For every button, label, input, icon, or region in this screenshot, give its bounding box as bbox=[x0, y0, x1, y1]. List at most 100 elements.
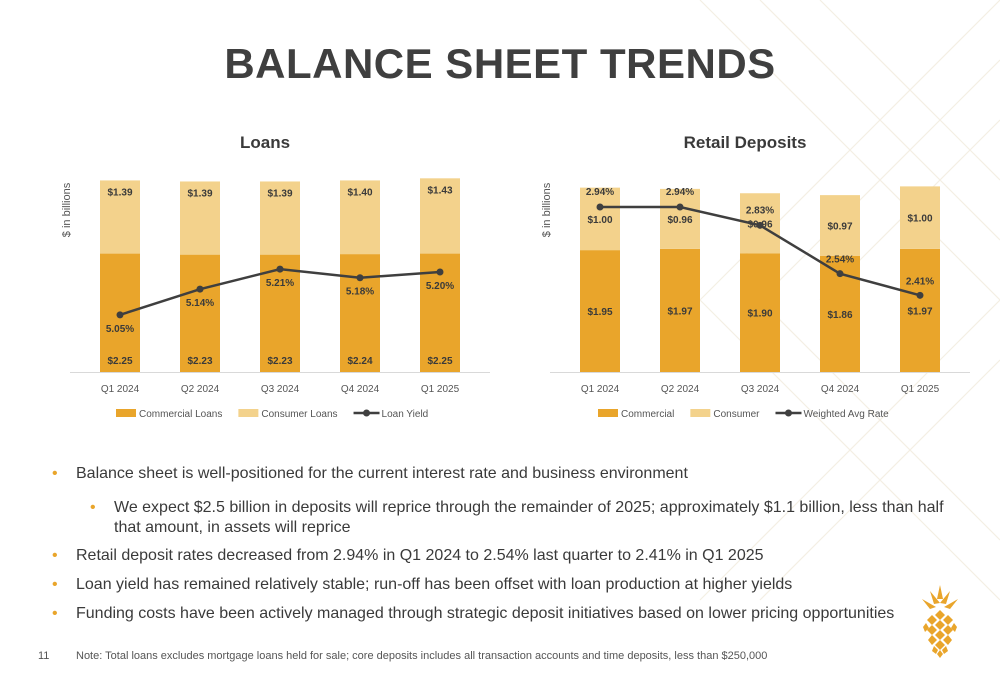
line-point bbox=[196, 285, 204, 293]
loans-chart: Loans $ in billions $2.25 $1.39 Q1 2024 $2.23… bbox=[61, 133, 490, 420]
bar-segment-consumer bbox=[660, 188, 700, 249]
bar-data-label: $2.24 bbox=[347, 356, 372, 367]
bullet-subitem: • We expect $2.5 billion in deposits wil… bbox=[52, 498, 944, 538]
line-data-label: 2.83% bbox=[746, 205, 774, 216]
bullet-text: Loan yield has remained relatively stabl… bbox=[76, 576, 793, 593]
line-data-label: 2.41% bbox=[906, 276, 934, 287]
legend-label: Commercial bbox=[621, 409, 674, 420]
chart-title: Retail Deposits bbox=[684, 133, 807, 152]
bullet-text: We expect $2.5 billion in deposits will … bbox=[114, 499, 944, 536]
line-point bbox=[436, 268, 444, 276]
x-tick-label: Q1 2025 bbox=[421, 384, 460, 395]
line-point bbox=[756, 221, 764, 229]
bullet-dot: • bbox=[52, 465, 58, 482]
page-title: BALANCE SHEET TRENDS bbox=[224, 40, 776, 87]
footnote: Note: Total loans excludes mortgage loan… bbox=[76, 650, 768, 662]
bar-segment-commercial-loans bbox=[260, 254, 300, 372]
bar-data-label: $1.95 bbox=[587, 307, 612, 318]
bar-segment-commercial bbox=[660, 248, 700, 372]
bar-segment-consumer bbox=[900, 186, 940, 249]
legend-swatch bbox=[598, 409, 618, 417]
bar-data-label: $1.39 bbox=[107, 187, 132, 198]
legend-label: Consumer bbox=[713, 409, 760, 420]
bar-segment-consumer-loans bbox=[340, 180, 380, 255]
legend-label: Weighted Avg Rate bbox=[803, 409, 889, 420]
retail-deposits-chart: Retail Deposits $ in billions $1.95 $1.00 Q1… bbox=[541, 133, 970, 420]
legend-label: Commercial Loans bbox=[139, 409, 222, 420]
bar-data-label: $0.96 bbox=[667, 215, 692, 226]
bar-segment-commercial-loans bbox=[340, 254, 380, 372]
bar-segment-consumer-loans bbox=[420, 178, 460, 254]
bullet-dot: • bbox=[52, 547, 58, 564]
line-point bbox=[596, 203, 604, 211]
bar-segment-commercial bbox=[900, 248, 940, 372]
y-axis-label: $ in billions bbox=[541, 182, 553, 237]
legend-label: Loan Yield bbox=[382, 409, 429, 420]
bar-segment-commercial-loans bbox=[180, 254, 220, 372]
line-point bbox=[356, 274, 364, 282]
x-tick-label: Q1 2024 bbox=[101, 384, 140, 395]
bar-data-label: $1.43 bbox=[427, 185, 452, 196]
bullet-text: Funding costs have been actively managed… bbox=[76, 605, 895, 622]
bar-segment-consumer-loans bbox=[100, 180, 140, 254]
bar-data-label: $1.86 bbox=[827, 310, 852, 321]
x-tick-label: Q2 2024 bbox=[661, 384, 700, 395]
line-data-label: 2.94% bbox=[586, 187, 614, 198]
x-tick-label: Q4 2024 bbox=[821, 384, 860, 395]
bar-data-label: $1.00 bbox=[907, 214, 932, 225]
line-data-label: 5.14% bbox=[186, 298, 214, 309]
line-point bbox=[276, 265, 284, 273]
pineapple-icon bbox=[922, 585, 958, 658]
bar-data-label: $1.40 bbox=[347, 187, 372, 198]
line-point bbox=[676, 203, 684, 211]
bullet-text: Balance sheet is well-positioned for the… bbox=[76, 465, 688, 482]
x-tick-label: Q2 2024 bbox=[181, 384, 220, 395]
bar-segment-consumer bbox=[820, 195, 860, 256]
bar-data-label: $2.23 bbox=[267, 356, 292, 367]
x-tick-label: Q1 2024 bbox=[581, 384, 620, 395]
bar-segment-commercial bbox=[740, 253, 780, 372]
line-point bbox=[916, 291, 924, 299]
line-point bbox=[836, 270, 844, 278]
bar-data-label: $1.39 bbox=[187, 188, 212, 199]
chart-title: Loans bbox=[240, 133, 290, 152]
bullet-dot: • bbox=[90, 499, 96, 516]
legend-swatch bbox=[690, 409, 711, 417]
bar-data-label: $0.97 bbox=[827, 221, 852, 232]
x-tick-label: Q1 2025 bbox=[901, 384, 940, 395]
x-tick-label: Q3 2024 bbox=[741, 384, 780, 395]
bar-data-label: $1.97 bbox=[907, 306, 932, 317]
bar-data-label: $1.97 bbox=[667, 306, 692, 317]
line-data-label: 5.21% bbox=[266, 278, 294, 289]
line-data-label: 2.54% bbox=[826, 255, 854, 266]
line-data-label: 5.05% bbox=[106, 324, 134, 335]
bar-segment-consumer-loans bbox=[180, 181, 220, 255]
bar-segment-commercial bbox=[580, 250, 620, 372]
bullet-item: • Funding costs have been actively manag… bbox=[52, 604, 894, 624]
bullet-text: Retail deposit rates decreased from 2.94… bbox=[76, 547, 764, 564]
legend-line-marker bbox=[784, 409, 792, 417]
legend-swatch bbox=[116, 409, 136, 417]
legend-label: Consumer Loans bbox=[261, 409, 337, 420]
line-data-label: 2.94% bbox=[666, 187, 694, 198]
bar-segment-consumer-loans bbox=[260, 181, 300, 255]
y-axis-label: $ in billions bbox=[61, 182, 73, 237]
legend-line-marker bbox=[363, 409, 371, 417]
bar-data-label: $2.25 bbox=[427, 356, 452, 367]
x-tick-label: Q4 2024 bbox=[341, 384, 380, 395]
x-tick-label: Q3 2024 bbox=[261, 384, 300, 395]
bar-data-label: $1.90 bbox=[747, 309, 772, 320]
bar-segment-consumer bbox=[580, 187, 620, 251]
bullet-dot: • bbox=[52, 605, 58, 622]
bar-data-label: $1.00 bbox=[587, 215, 612, 226]
line-data-label: 5.18% bbox=[346, 287, 374, 298]
bullet-item: • Loan yield has remained relatively sta… bbox=[52, 575, 792, 595]
line-data-label: 5.20% bbox=[426, 281, 454, 292]
legend-swatch bbox=[238, 409, 259, 417]
bar-data-label: $2.25 bbox=[107, 356, 132, 367]
bullet-item: • Balance sheet is well-positioned for t… bbox=[52, 464, 688, 484]
bullet-item: • Retail deposit rates decreased from 2.… bbox=[52, 546, 764, 566]
page-number: 11 bbox=[38, 650, 50, 662]
line-point bbox=[116, 311, 124, 319]
bar-data-label: $1.39 bbox=[267, 188, 292, 199]
